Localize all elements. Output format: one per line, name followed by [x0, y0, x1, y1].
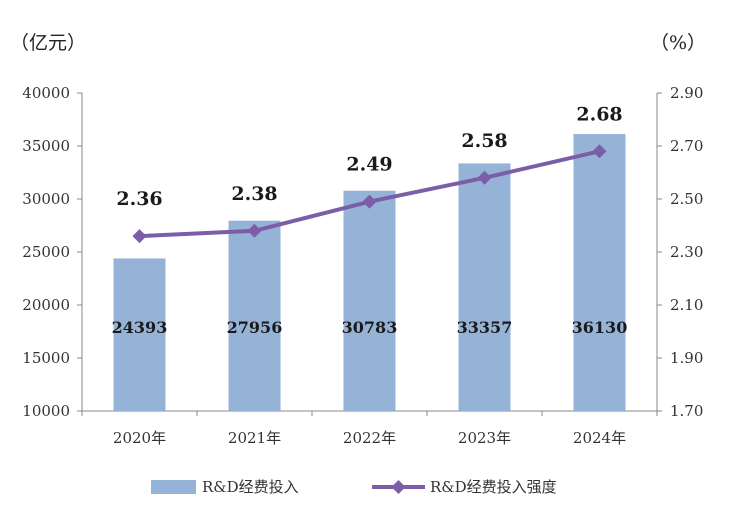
bars — [113, 134, 626, 411]
bar-value-label: 30783 — [342, 318, 398, 337]
bar — [343, 190, 396, 411]
left-tick-label: 15000 — [22, 349, 70, 367]
x-tick-label: 2023年 — [458, 429, 511, 447]
line-point — [247, 223, 262, 238]
left-axis-unit: （亿元） — [10, 32, 86, 54]
bar — [113, 258, 166, 411]
bar-value-label: 24393 — [112, 318, 168, 337]
right-tick-label: 2.50 — [670, 190, 703, 208]
legend-bar-swatch — [151, 480, 196, 494]
legend-line-label: R&D经费投入强度 — [430, 478, 557, 496]
line-point — [362, 194, 377, 209]
legend: R&D经费投入 R&D经费投入强度 — [151, 478, 557, 496]
right-tick-label: 2.70 — [670, 137, 703, 155]
right-tick-label: 1.90 — [670, 349, 703, 367]
right-tick-label: 2.10 — [670, 296, 703, 314]
x-tick-labels: 2020年 2021年 2022年 2023年 2024年 — [113, 429, 626, 447]
bar — [228, 220, 281, 411]
line-value-label: 2.58 — [461, 130, 507, 152]
x-tick-label: 2021年 — [228, 429, 281, 447]
x-tick-label: 2020年 — [113, 429, 166, 447]
legend-bar-label: R&D经费投入 — [202, 478, 299, 496]
line-point — [592, 144, 607, 159]
left-tick-label: 10000 — [22, 402, 70, 420]
bar-labels: 24393 27956 30783 33357 36130 — [112, 318, 628, 337]
right-tick-label: 2.30 — [670, 243, 703, 261]
left-tick-label: 25000 — [22, 243, 70, 261]
bar-value-label: 36130 — [572, 318, 628, 337]
left-tick-label: 35000 — [22, 137, 70, 155]
legend-line-marker — [391, 480, 406, 494]
bar-value-label: 33357 — [457, 318, 513, 337]
line-value-label: 2.38 — [231, 183, 277, 205]
left-tick-label: 40000 — [22, 84, 70, 102]
left-tick-label: 30000 — [22, 190, 70, 208]
line-point — [477, 170, 492, 185]
right-tick-label: 2.90 — [670, 84, 703, 102]
axes: 10000 15000 20000 25000 30000 35000 40000 1.70 1… — [22, 84, 703, 420]
bar — [573, 134, 626, 411]
line-point — [132, 229, 147, 244]
left-tick-label: 20000 — [22, 296, 70, 314]
intensity-line — [132, 144, 607, 244]
line-labels: 2.36 2.38 2.49 2.58 2.68 — [116, 103, 622, 210]
line-value-label: 2.36 — [116, 188, 162, 210]
x-tick-label: 2024年 — [573, 429, 626, 447]
line-value-label: 2.49 — [346, 154, 392, 176]
right-axis-unit: （%） — [650, 32, 706, 54]
bar — [458, 163, 511, 411]
right-tick-label: 1.70 — [670, 402, 703, 420]
bar-value-label: 27956 — [227, 318, 283, 337]
x-tick-label: 2022年 — [343, 429, 396, 447]
line-value-label: 2.68 — [576, 103, 622, 125]
